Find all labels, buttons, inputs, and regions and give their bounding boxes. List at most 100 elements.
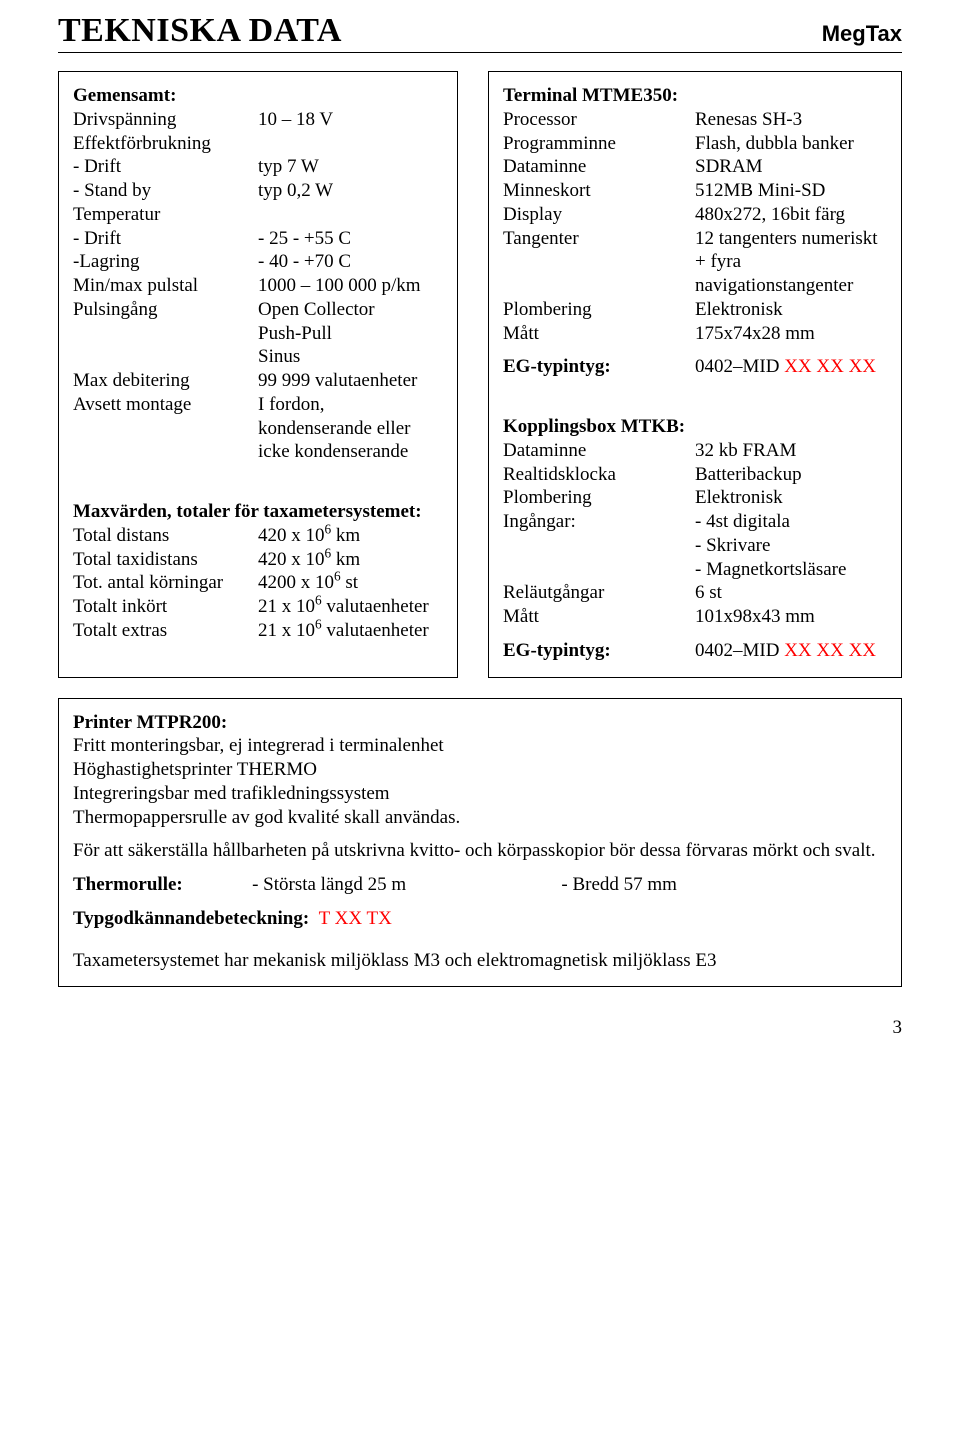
- gemensamt-heading: Gemensamt:: [73, 84, 443, 108]
- table-row: Total taxidistans 420 x 106 km: [73, 548, 443, 572]
- typgod-row: Typgodkännandebeteckning: T XX TX: [73, 907, 887, 931]
- spec-val: Elektronisk: [695, 486, 887, 510]
- table-row: Max debitering99 999 valutaenheter: [73, 369, 443, 393]
- printer-line: Höghastighetsprinter THERMO: [73, 758, 887, 782]
- maxvarden-heading: Maxvärden, totaler för taxametersystemet…: [73, 500, 443, 524]
- spec-val: Flash, dubbla banker: [695, 132, 887, 156]
- spec-key: Max debitering: [73, 369, 258, 393]
- spec-key: [73, 345, 258, 369]
- spec-key: Display: [503, 203, 695, 227]
- spec-key: Mått: [503, 605, 695, 629]
- table-row: Total distans 420 x 106 km: [73, 524, 443, 548]
- table-row: Mått101x98x43 mm: [503, 605, 887, 629]
- printer-line: Thermopappersrulle av god kvalité skall …: [73, 806, 887, 830]
- spec-val: - Magnetkortsläsare: [695, 558, 887, 582]
- spec-key: Ingångar:: [503, 510, 695, 534]
- spec-val: 99 999 valutaenheter: [258, 369, 443, 393]
- val-text: 420 x 10: [258, 525, 325, 546]
- table-row: Drivspänning10 – 18 V: [73, 108, 443, 132]
- spec-key: Dataminne: [503, 155, 695, 179]
- eg-red: XX XX XX: [784, 640, 876, 661]
- table-row: - Magnetkortsläsare: [503, 558, 887, 582]
- table-row: ProgramminneFlash, dubbla banker: [503, 132, 887, 156]
- table-row: Minneskort512MB Mini-SD: [503, 179, 887, 203]
- spec-val: 12 tangenters numeriskt + fyra navigatio…: [695, 227, 887, 298]
- eg-label: EG-typintyg:: [503, 640, 611, 661]
- eg-typ-b: EG-typintyg: 0402–MID XX XX XX: [503, 639, 887, 663]
- eg-red: XX XX XX: [784, 356, 876, 377]
- spec-val: 21 x 106 valutaenheter: [258, 619, 443, 643]
- spec-key: Drivspänning: [73, 108, 258, 132]
- spec-val: 10 – 18 V: [258, 108, 443, 132]
- spec-key: Totalt extras: [73, 619, 258, 643]
- spec-val: 21 x 106 valutaenheter: [258, 595, 443, 619]
- table-row: - Skrivare: [503, 534, 887, 558]
- spec-key: EG-typintyg:: [503, 639, 695, 663]
- typ-red: T XX TX: [319, 908, 392, 929]
- typ-label: Typgodkännandebeteckning:: [73, 908, 309, 929]
- table-row: Totalt extras 21 x 106 valutaenheter: [73, 619, 443, 643]
- terminal-table: ProcessorRenesas SH-3 ProgramminneFlash,…: [503, 108, 887, 346]
- spec-key: - Stand by: [73, 179, 258, 203]
- spec-key: Tangenter: [503, 227, 695, 298]
- table-row: Sinus: [73, 345, 443, 369]
- table-row: PlomberingElektronisk: [503, 298, 887, 322]
- spec-val: - 4st digitala: [695, 510, 887, 534]
- spec-key: [503, 558, 695, 582]
- spec-val: I fordon, kondenserande eller icke konde…: [258, 393, 443, 464]
- table-row: PulsingångOpen Collector: [73, 298, 443, 322]
- spec-key: Reläutgångar: [503, 581, 695, 605]
- val-text: 21 x 10: [258, 596, 315, 617]
- spec-val: 6 st: [695, 581, 887, 605]
- spec-val: 101x98x43 mm: [695, 605, 887, 629]
- spec-key: - Drift: [73, 155, 258, 179]
- brand-label: MegTax: [822, 21, 902, 47]
- terminal-heading: Terminal MTME350:: [503, 84, 887, 108]
- spec-val: - Största längd 25 m: [252, 873, 561, 897]
- spec-val: 420 x 106 km: [258, 524, 443, 548]
- spec-val: Elektronisk: [695, 298, 887, 322]
- spec-val: 4200 x 106 st: [258, 571, 443, 595]
- table-row: Dataminne32 kb FRAM: [503, 439, 887, 463]
- spec-val: 32 kb FRAM: [695, 439, 887, 463]
- table-row: EG-typintyg: 0402–MID XX XX XX: [503, 355, 887, 379]
- page-number: 3: [893, 1017, 903, 1039]
- spec-val: Renesas SH-3: [695, 108, 887, 132]
- val-unit: st: [341, 572, 358, 593]
- spec-key: Thermorulle:: [73, 873, 252, 897]
- table-row: Tot. antal körningar4200 x 106 st: [73, 571, 443, 595]
- maxvarden-table: Total distans 420 x 106 km Total taxidis…: [73, 524, 443, 643]
- spec-val: - 40 - +70 C: [258, 250, 443, 274]
- spec-val: 0402–MID XX XX XX: [695, 639, 887, 663]
- table-row: Effektförbrukning: [73, 132, 443, 156]
- eg-pre: 0402–MID: [695, 356, 784, 377]
- spec-val: 512MB Mini-SD: [695, 179, 887, 203]
- spec-val: 480x272, 16bit färg: [695, 203, 887, 227]
- spec-key: Total taxidistans: [73, 548, 258, 572]
- spec-val: Open Collector: [258, 298, 443, 322]
- table-row: - Stand bytyp 0,2 W: [73, 179, 443, 203]
- table-row: Mått175x74x28 mm: [503, 322, 887, 346]
- printer-box: Printer MTPR200: Fritt monteringsbar, ej…: [58, 698, 902, 988]
- spec-val: [258, 132, 443, 156]
- spec-key: Minneskort: [503, 179, 695, 203]
- printer-line: Fritt monteringsbar, ej integrerad i ter…: [73, 734, 887, 758]
- spec-key: -Lagring: [73, 250, 258, 274]
- spec-key: Tot. antal körningar: [73, 571, 258, 595]
- spec-key: Mått: [503, 322, 695, 346]
- table-row: Push-Pull: [73, 322, 443, 346]
- two-column-area: Gemensamt: Drivspänning10 – 18 V Effektf…: [58, 71, 902, 678]
- table-row: ProcessorRenesas SH-3: [503, 108, 887, 132]
- spec-val: - Skrivare: [695, 534, 887, 558]
- val-unit: km: [331, 549, 360, 570]
- spec-val: typ 7 W: [258, 155, 443, 179]
- spec-key: [503, 534, 695, 558]
- gemensamt-table: Drivspänning10 – 18 V Effektförbrukning …: [73, 108, 443, 464]
- table-row: - Drift- 25 - +55 C: [73, 227, 443, 251]
- spec-key: Plombering: [503, 486, 695, 510]
- right-spec-box: Terminal MTME350: ProcessorRenesas SH-3 …: [488, 71, 902, 678]
- spec-val: 0402–MID XX XX XX: [695, 355, 887, 379]
- val-sup: 6: [334, 569, 341, 584]
- val-unit: km: [331, 525, 360, 546]
- eg-label: EG-typintyg:: [503, 356, 611, 377]
